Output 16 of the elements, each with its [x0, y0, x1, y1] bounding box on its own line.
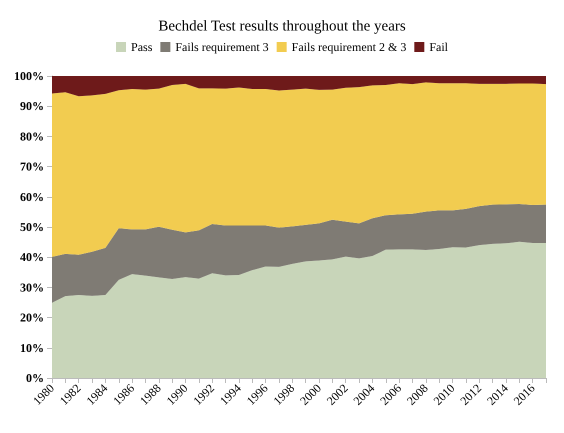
y-tick-label: 60% — [20, 190, 44, 204]
y-tick-label: 0% — [26, 371, 44, 385]
legend-label: Pass — [131, 40, 153, 54]
y-tick-label: 70% — [20, 160, 44, 174]
y-tick-label: 30% — [20, 280, 44, 294]
y-tick-label: 80% — [20, 129, 44, 144]
legend-label: Fails requirement 2 & 3 — [292, 40, 406, 54]
chart-title: Bechdel Test results throughout the years — [158, 18, 406, 34]
y-tick-label: 90% — [20, 99, 44, 114]
y-tick-label: 50% — [20, 220, 44, 234]
legend-label: Fail — [429, 40, 449, 54]
y-tick-label: 10% — [20, 340, 44, 355]
y-tick-label: 100% — [14, 69, 44, 83]
y-tick-label: 40% — [20, 250, 44, 264]
legend-label: Fails requirement 3 — [175, 40, 269, 54]
y-tick-label: 20% — [20, 310, 44, 325]
